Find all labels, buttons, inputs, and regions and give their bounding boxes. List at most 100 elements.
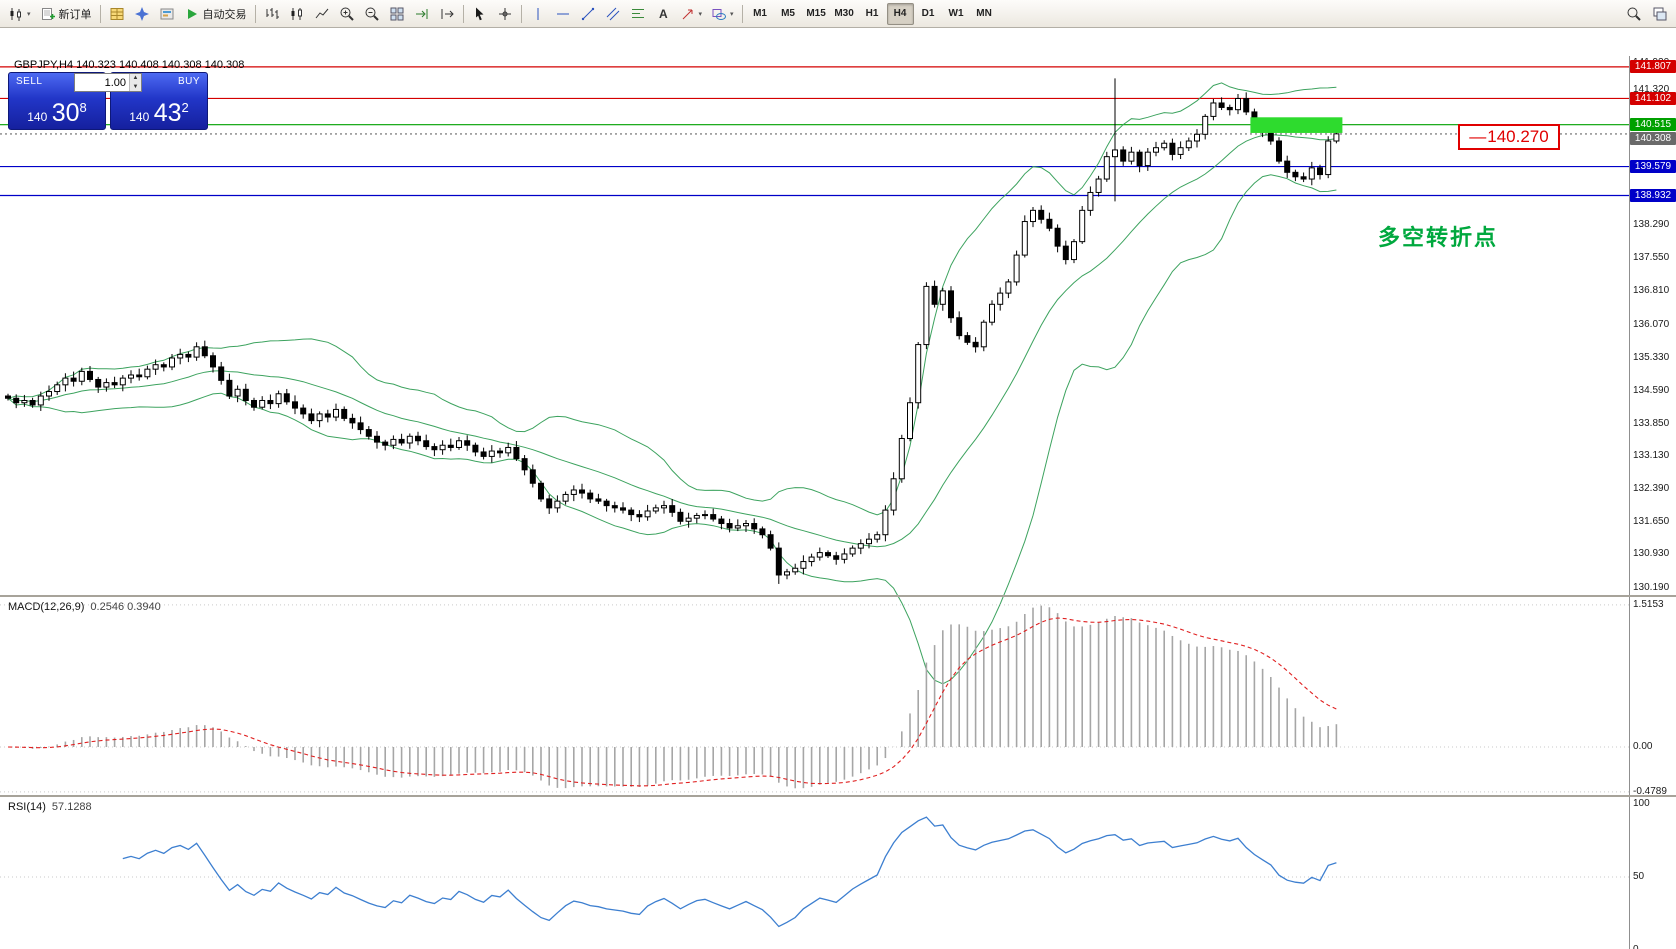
- arrow-objects-button[interactable]: ▾: [676, 3, 707, 25]
- candle-body: [406, 435, 413, 444]
- auto-scroll-button[interactable]: [410, 3, 434, 25]
- vertical-line-icon: [537, 7, 539, 20]
- timeframe-m5-button[interactable]: M5: [781, 8, 795, 19]
- candle-body: [505, 446, 512, 454]
- candle-body: [882, 509, 889, 536]
- candle-body: [1210, 102, 1217, 117]
- chart-area[interactable]: 141.920 141.320 138.290 137.550 136.810 136.0…: [0, 28, 1676, 949]
- fibonacci-tool-button[interactable]: [626, 3, 650, 25]
- rsi-name: RSI(14): [8, 801, 46, 813]
- timeframe-h4-button[interactable]: H4: [886, 2, 914, 25]
- volume-spinner: ▲ ▼: [129, 74, 141, 91]
- bb-upper-band: [7, 82, 1337, 516]
- search-button[interactable]: [1622, 3, 1646, 25]
- market-watch-button[interactable]: [105, 3, 129, 25]
- candle-body: [480, 451, 487, 457]
- volume-box: ▲ ▼: [74, 73, 142, 92]
- candle-body: [1095, 178, 1102, 193]
- timeframe-h1-button[interactable]: H1: [865, 8, 879, 19]
- candle-body: [562, 493, 569, 502]
- candle-body: [890, 478, 897, 511]
- shapes-button[interactable]: ▾: [707, 3, 738, 25]
- timeframe-m1-button[interactable]: M1: [753, 8, 767, 19]
- candle-body: [136, 374, 143, 378]
- candle-body: [718, 518, 725, 525]
- zoom-in-button[interactable]: [335, 3, 359, 25]
- candle-body: [898, 438, 905, 480]
- cursor-button[interactable]: [468, 3, 492, 25]
- toolbar-right-group: [1622, 3, 1672, 25]
- candle-body: [570, 489, 577, 495]
- candle-body: [234, 388, 241, 397]
- channel-icon: [606, 7, 619, 20]
- tile-windows-button[interactable]: [385, 3, 409, 25]
- zoom-out-button[interactable]: [360, 3, 384, 25]
- candle-body: [857, 543, 864, 549]
- autotrading-button[interactable]: 自动交易: [180, 3, 251, 25]
- navigator-button[interactable]: [130, 3, 154, 25]
- horizontal-line-icon: [556, 13, 569, 14]
- macd-panel-separator[interactable]: [0, 595, 1676, 597]
- candle-body: [1308, 167, 1315, 180]
- candle-body: [1300, 176, 1307, 180]
- timeframe-m15-button[interactable]: M15: [806, 8, 826, 19]
- chart-shift-icon: [441, 8, 454, 19]
- candle-body: [1013, 254, 1020, 283]
- new-chart-button[interactable]: ▾: [4, 3, 35, 25]
- candle-body: [1054, 227, 1061, 247]
- new-order-button[interactable]: 新订单: [36, 3, 96, 25]
- candle-body: [997, 292, 1004, 305]
- chinese-annotation[interactable]: 多空转折点: [1378, 225, 1499, 250]
- candlestick-chart-button[interactable]: [285, 3, 309, 25]
- volume-input[interactable]: [75, 74, 129, 91]
- buy-label: BUY: [177, 76, 200, 87]
- chart-shift-button[interactable]: [435, 3, 459, 25]
- candle-body: [1284, 160, 1291, 173]
- candle-body: [365, 429, 372, 437]
- candle-body: [685, 517, 692, 522]
- candle-body: [259, 399, 266, 408]
- candle-body: [316, 413, 323, 422]
- timeframe-mn-button[interactable]: MN: [976, 8, 992, 19]
- candle-body: [939, 290, 946, 305]
- autotrading-label: 自动交易: [202, 8, 247, 21]
- candle-body: [521, 458, 528, 471]
- timeframe-w1-button[interactable]: W1: [948, 8, 964, 19]
- line-chart-button[interactable]: [310, 3, 334, 25]
- text-tool-button[interactable]: A: [651, 3, 675, 25]
- zoom-in-icon: [340, 7, 354, 21]
- rsi-indicator-label: RSI(14) 57.1288: [8, 801, 92, 813]
- candle-body: [13, 397, 20, 404]
- candle-body: [1177, 147, 1184, 155]
- candle-body: [95, 378, 102, 388]
- candle-body: [669, 505, 676, 513]
- candle-body: [103, 382, 110, 388]
- candle-body: [341, 408, 348, 419]
- candle-body: [1021, 221, 1028, 256]
- crosshair-button[interactable]: [493, 3, 517, 25]
- terminal-button[interactable]: [155, 3, 179, 25]
- volume-down-button[interactable]: ▼: [130, 82, 141, 91]
- window-layout-button[interactable]: [1648, 3, 1672, 25]
- price-callout[interactable]: —140.270: [1458, 124, 1560, 150]
- highlight-rectangle[interactable]: [1250, 117, 1343, 133]
- timeframe-d1-button[interactable]: D1: [921, 8, 935, 19]
- bar-chart-button[interactable]: [260, 3, 284, 25]
- rsi-panel-separator[interactable]: [0, 795, 1676, 797]
- candle-body: [702, 514, 708, 517]
- price-axis[interactable]: [1629, 56, 1676, 949]
- candle-body: [111, 382, 118, 386]
- svg-text:A: A: [659, 7, 668, 21]
- vertical-line-tool-button[interactable]: [526, 3, 550, 25]
- candle-body: [1267, 131, 1274, 142]
- volume-up-button[interactable]: ▲: [130, 74, 141, 83]
- toolbar-separator: [462, 4, 464, 23]
- timeframe-m30-button[interactable]: M30: [834, 8, 854, 19]
- candle-body: [1030, 209, 1036, 223]
- trendline-tool-button[interactable]: [576, 3, 600, 25]
- horizontal-line-tool-button[interactable]: [551, 3, 575, 25]
- toolbar-separator: [741, 4, 743, 23]
- candle-body: [529, 469, 536, 484]
- channel-tool-button[interactable]: [601, 3, 625, 25]
- chart-canvas[interactable]: [0, 28, 1676, 949]
